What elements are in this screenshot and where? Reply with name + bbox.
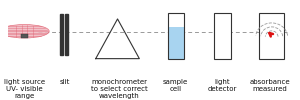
Bar — [60, 14, 63, 56]
Circle shape — [0, 24, 49, 38]
Bar — [64, 14, 68, 56]
Text: absorbance
measured: absorbance measured — [250, 79, 290, 92]
Bar — [214, 13, 231, 59]
Bar — [21, 34, 28, 38]
Bar — [259, 13, 284, 59]
Text: monochrometer
to select correct
wavelength: monochrometer to select correct waveleng… — [91, 79, 147, 99]
Bar — [168, 27, 184, 59]
Text: light source
UV- visible
range: light source UV- visible range — [4, 79, 45, 99]
Text: light
detector: light detector — [208, 79, 237, 92]
Bar — [168, 13, 184, 27]
Text: sample
cell: sample cell — [163, 79, 188, 92]
Text: slit: slit — [60, 79, 70, 85]
Bar — [168, 13, 184, 59]
